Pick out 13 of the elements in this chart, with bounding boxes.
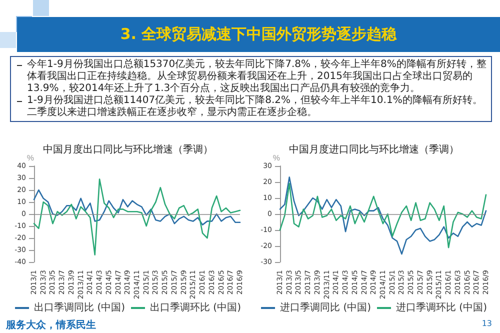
legend-label: 进口季调同比 (中国) [280, 302, 372, 314]
legend-label: 出口季调环比 (中国) [150, 302, 242, 314]
legend-label: 进口季调环比 (中国) [396, 302, 488, 314]
y-axis-title: % [272, 154, 280, 162]
y-axis-title: % [26, 154, 34, 162]
text: 1-9月份我国进口总额11407亿美元，较去年同比下降8.2%，但较今年上半年10.1%的降幅有所好转。二季度以来进口增速跌幅正在逐步收窄，显示内需正在逐步企稳。 [27, 95, 484, 119]
text: 3. 全球贸易减速下中国外贸形势逐步趋稳 [17, 17, 500, 52]
chart-title: 中国月度出口同比与环比增速（季调） [43, 144, 213, 156]
text: 服务大众，情系民生 [6, 318, 96, 332]
chart-title: 中国月度进口同比与环比增速（季调） [289, 144, 459, 156]
text: 今年1-9月份我国出口总额15370亿美元，较去年同比下降7.8%，较今年上半年8%的降幅有所好转，整体看我国出口正在持续趋稳。从全球贸易份额来看我国还在上升，2015年我国出口占全球出口贸易的13.9%，较2014年还上升了1.3个百分点，这反映出我国出口产品仍具有较强的竞争力。 [27, 59, 487, 94]
text: 13 [482, 319, 492, 328]
legend-label: 出口季调同比 (中国) [34, 302, 126, 314]
